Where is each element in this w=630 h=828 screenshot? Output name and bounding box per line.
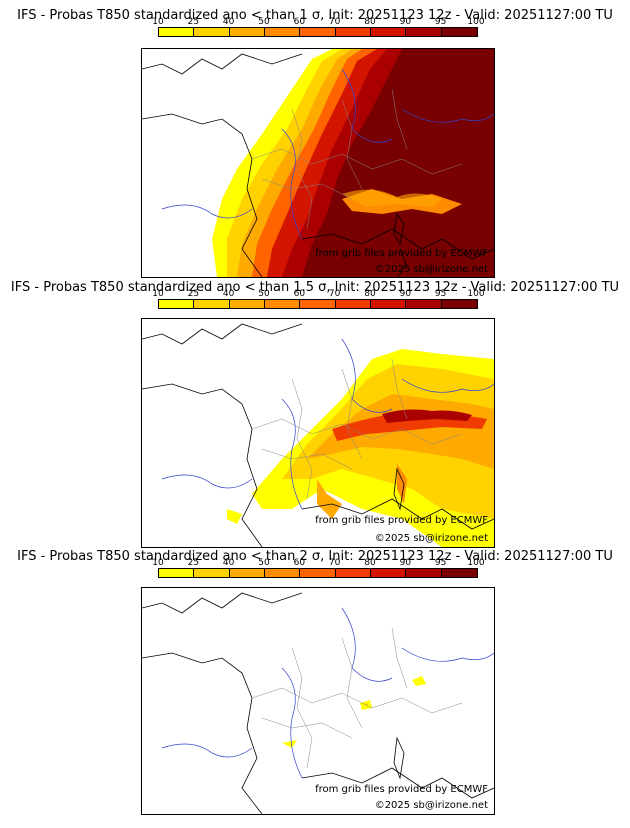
- borders: [251, 627, 463, 769]
- colorbar-segment: [406, 569, 442, 577]
- colorbar-segment: [159, 569, 195, 577]
- credit-text: from grib files provided by ECMWF: [315, 248, 488, 259]
- map-svg: [142, 49, 494, 277]
- colorbar-segment: [300, 28, 336, 36]
- copyright-text: ©2025 sb@irizone.net: [374, 800, 488, 811]
- credit-text: from grib files provided by ECMWF: [315, 515, 488, 526]
- colorbar-tick-label: 80: [364, 17, 376, 27]
- probability-shading: [212, 49, 494, 277]
- colorbar-segment: [335, 569, 371, 577]
- colorbar-segment: [194, 28, 230, 36]
- colorbar-tick-label: 100: [467, 558, 485, 568]
- colorbar-tick-label: 50: [258, 558, 270, 568]
- panel-1: IFS - Probas T850 standardized ano < tha…: [0, 0, 630, 278]
- rivers: [161, 338, 494, 510]
- panel-3: IFS - Probas T850 standardized ano < tha…: [0, 541, 630, 828]
- copyright-text: ©2025 sb@irizone.net: [374, 533, 488, 544]
- colorbar-tick-label: 95: [434, 558, 447, 568]
- colorbar-segment: [159, 28, 195, 36]
- colorbar-tick-label: 95: [434, 17, 447, 27]
- colorbar-segment: [194, 300, 230, 308]
- colorbar-tick-label: 90: [399, 17, 412, 27]
- colorbar: [158, 568, 478, 578]
- colorbar-tick-label: 60: [293, 558, 306, 568]
- probability-map: from grib files provided by ECMWF ©2025 …: [141, 318, 495, 548]
- colorbar-tick-label: 10: [152, 17, 164, 27]
- colorbar-tick-label: 60: [293, 17, 306, 27]
- colorbar-segment: [264, 300, 301, 308]
- panel-title: IFS - Probas T850 standardized ano < tha…: [17, 8, 613, 23]
- coastlines: [142, 53, 494, 277]
- colorbar-tick-label: 100: [467, 289, 485, 299]
- rivers: [161, 68, 494, 240]
- colorbar-tick-label: 25: [187, 558, 200, 568]
- colorbar-segment: [159, 300, 195, 308]
- colorbar-segment: [229, 569, 265, 577]
- colorbar-tick-label: 10: [152, 289, 164, 299]
- colorbar-labels: 10 25 40 50 60 70 80 90 95 100: [152, 289, 484, 300]
- colorbar-tick-label: 70: [328, 17, 341, 27]
- colorbar-tick-label: 50: [258, 17, 270, 27]
- colorbar-tick-label: 80: [364, 558, 376, 568]
- map-svg: [142, 592, 494, 814]
- map-svg: [142, 323, 494, 547]
- panel-title: IFS - Probas T850 standardized ano < tha…: [17, 549, 613, 564]
- colorbar-segment: [441, 569, 477, 577]
- colorbar-segment: [370, 569, 407, 577]
- colorbar-labels: 10 25 40 50 60 70 80 90 95 100: [152, 558, 484, 569]
- colorbar-segment: [406, 300, 442, 308]
- colorbar-segment: [441, 28, 477, 36]
- colorbar-tick-label: 100: [467, 17, 485, 27]
- borders: [251, 358, 463, 500]
- colorbar-tick-label: 90: [399, 289, 412, 299]
- colorbar-tick-label: 70: [328, 558, 341, 568]
- coastlines: [142, 592, 494, 814]
- coastlines: [142, 323, 494, 547]
- probability-map: from grib files provided by ECMWF ©2025 …: [141, 587, 495, 815]
- colorbar-tick-label: 80: [364, 289, 376, 299]
- colorbar-segment: [229, 28, 265, 36]
- colorbar-segment: [194, 569, 230, 577]
- rivers: [161, 607, 494, 779]
- colorbar-segment: [300, 569, 336, 577]
- colorbar: [158, 27, 478, 37]
- colorbar-segment: [441, 300, 477, 308]
- colorbar-tick-label: 40: [222, 289, 235, 299]
- colorbar-segment: [335, 28, 371, 36]
- colorbar-segment: [406, 28, 442, 36]
- colorbar-tick-label: 70: [328, 289, 341, 299]
- colorbar-tick-label: 60: [293, 289, 306, 299]
- credit-text: from grib files provided by ECMWF: [315, 784, 488, 795]
- colorbar-tick-label: 25: [187, 289, 200, 299]
- colorbar-tick-label: 10: [152, 558, 164, 568]
- probability-map: from grib files provided by ECMWF ©2025 …: [141, 48, 495, 278]
- colorbar-segment: [300, 300, 336, 308]
- colorbar-tick-label: 25: [187, 17, 200, 27]
- panel-2: IFS - Probas T850 standardized ano < tha…: [0, 272, 630, 550]
- panel-title: IFS - Probas T850 standardized ano < tha…: [10, 280, 620, 295]
- colorbar-tick-label: 40: [222, 17, 235, 27]
- colorbar-segment: [264, 28, 301, 36]
- colorbar-tick-label: 90: [399, 558, 412, 568]
- colorbar-tick-label: 50: [258, 289, 270, 299]
- colorbar-tick-label: 40: [222, 558, 235, 568]
- colorbar-tick-label: 95: [434, 289, 447, 299]
- colorbar-segment: [335, 300, 371, 308]
- colorbar-segment: [229, 300, 265, 308]
- borders: [251, 88, 463, 230]
- colorbar-segment: [370, 28, 407, 36]
- colorbar-labels: 10 25 40 50 60 70 80 90 95 100: [152, 17, 484, 28]
- colorbar-segment: [370, 300, 407, 308]
- probability-shading: [227, 349, 494, 547]
- colorbar: [158, 299, 478, 309]
- colorbar-segment: [264, 569, 301, 577]
- copyright-text: ©2025 sb@irizone.net: [374, 264, 488, 275]
